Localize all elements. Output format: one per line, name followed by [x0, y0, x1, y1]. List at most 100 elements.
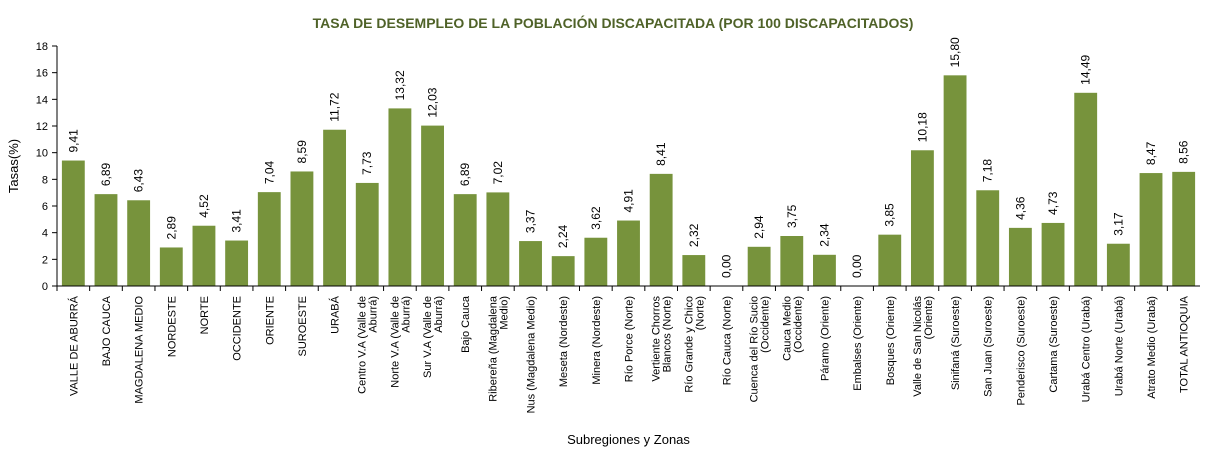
x-tick-label-line: Río Grande y Chico	[683, 296, 695, 393]
data-label: 3,75	[785, 204, 799, 228]
x-tick-label: URABÁ	[329, 295, 342, 334]
x-tick-label-line: Atrato Medio (Urabá)	[1146, 296, 1158, 399]
x-tick-label: Urabá Norte (Urabá)	[1113, 296, 1125, 396]
x-tick-label-line: (Occidente)	[792, 296, 804, 353]
x-tick-label-line: Norte V.A (Valle de	[389, 296, 401, 388]
bar	[192, 225, 216, 286]
x-tick-label: Nus (Magdalena Medio)	[526, 296, 538, 413]
bar	[649, 173, 673, 286]
data-label: 8,47	[1144, 141, 1158, 165]
x-tick-label-line: Blancos (Norte)	[662, 296, 674, 372]
x-tick-label: NORTE	[199, 296, 211, 334]
data-label: 7,73	[360, 151, 374, 175]
bar	[519, 241, 542, 286]
data-label: 3,17	[1111, 212, 1125, 236]
x-tick-label: BAJO CAUCA	[101, 295, 113, 366]
data-label: 3,62	[589, 206, 603, 230]
data-label: 7,18	[981, 159, 995, 183]
y-ticks-group: 0 2 4 6 8 10 12 14 16 18	[36, 41, 57, 293]
data-label: 14,49	[1079, 54, 1093, 84]
x-tick-label-line: Cauca Medio	[781, 296, 793, 361]
bar	[1172, 171, 1196, 286]
x-axis-title-group: Subregiones y Zonas	[567, 432, 690, 447]
x-tick-label-line: URABÁ	[329, 295, 342, 334]
x-tick-label-line: Aburrá)	[400, 296, 412, 333]
data-label: 7,04	[262, 160, 276, 184]
x-tick-label: Norte V.A (Valle deAburrá)	[389, 296, 412, 388]
x-tick-label: Cuenca del Río Sucio(Occidente)	[749, 296, 772, 402]
data-label: 2,94	[752, 215, 766, 239]
y-axis-title-group: Tasas(%)	[6, 139, 21, 193]
x-tick-label: NORDESTE	[166, 296, 178, 357]
x-tick-label: Urabá Centro (Urabá)	[1081, 296, 1093, 402]
x-tick-label: Penderisco (Suroeste)	[1015, 296, 1027, 405]
bar	[61, 160, 85, 286]
data-label: 8,59	[295, 140, 309, 164]
data-label: 6,89	[458, 162, 472, 186]
x-tick-label-line: Río Porce (Norte)	[624, 296, 636, 382]
x-tick-label: Sur V.A (Valle deAburrá)	[422, 296, 445, 378]
bar	[257, 192, 281, 286]
data-label: 12,03	[426, 87, 440, 117]
data-label: 7,02	[491, 161, 505, 185]
bar	[878, 234, 902, 286]
data-label: 13,32	[393, 70, 407, 100]
x-tick-label: MAGDALENA MEDIO	[134, 296, 146, 404]
data-label: 11,72	[328, 92, 342, 121]
data-label: 2,34	[817, 223, 831, 247]
x-tick-label: Sinifaná (Suroeste)	[950, 296, 962, 390]
bar	[1041, 222, 1065, 286]
x-tick-label: Ribereña (MagdalenaMedio)	[487, 295, 510, 402]
x-tick-label-line: Bosques (Oriente)	[885, 296, 897, 385]
x-tick-label-line: TOTAL ANTIOQUIA	[1179, 295, 1191, 393]
chart-title: TASA DE DESEMPLEO DE LA POBLACIÓN DISCAP…	[312, 15, 914, 31]
x-tick-label-line: BAJO CAUCA	[101, 295, 113, 366]
x-tick-label: Cartama (Suroeste)	[1048, 296, 1060, 393]
x-tick-label: Meseta (Nordeste)	[558, 296, 570, 387]
x-tick-label-line: Centro V.A (Valle de	[357, 296, 369, 394]
bar	[780, 236, 804, 286]
x-labels-group: VALLE DE ABURRÁ BAJO CAUCA MAGDALENA MEDIO…	[67, 295, 1190, 413]
x-tick-label-line: Ribereña (Magdalena	[487, 295, 499, 402]
y-tick-label: 2	[42, 254, 48, 266]
x-tick-label: Río Grande y Chico(Norte)	[683, 296, 706, 393]
x-tick-label: OCCIDENTE	[232, 296, 244, 361]
data-label: 3,37	[524, 209, 538, 233]
x-tick-label-line: Minera (Nordeste)	[591, 296, 603, 385]
data-label: 4,91	[622, 189, 636, 213]
bar	[682, 255, 706, 286]
y-tick-label: 14	[36, 94, 48, 106]
x-tick-label-line: Nus (Magdalena Medio)	[526, 296, 538, 413]
x-tick-label: Atrato Medio (Urabá)	[1146, 296, 1158, 399]
x-tick-label-line: OCCIDENTE	[232, 296, 244, 361]
x-tick-label-line: Penderisco (Suroeste)	[1015, 296, 1027, 405]
bar	[355, 182, 379, 286]
x-tick-label-line: (Norte)	[694, 296, 706, 330]
bar	[1139, 173, 1163, 286]
x-tick-label-line: NORDESTE	[166, 296, 178, 357]
y-axis-title: Tasas(%)	[6, 139, 21, 193]
y-tick-label: 0	[42, 281, 48, 293]
y-tick-label: 6	[42, 201, 48, 213]
bar	[976, 190, 1000, 286]
x-tick-label: Río Porce (Norte)	[624, 296, 636, 382]
x-tick-label-line: SUROESTE	[297, 296, 309, 357]
x-tick-label-line: VALLE DE ABURRÁ	[67, 295, 80, 396]
x-tick-label: Valle de San Nicolás(Oriente)	[912, 296, 935, 397]
x-tick-label: Minera (Nordeste)	[591, 296, 603, 385]
x-tick-label: Vertiente ChorrosBlancos (Norte)	[651, 296, 674, 382]
data-label: 2,89	[164, 216, 178, 240]
bar	[486, 192, 510, 286]
x-tick-label-line: Cartama (Suroeste)	[1048, 296, 1060, 393]
x-tick-label-line: NORTE	[199, 296, 211, 334]
x-tick-label-line: (Occidente)	[760, 296, 772, 353]
x-tick-label: TOTAL ANTIOQUIA	[1179, 295, 1191, 393]
bar	[943, 75, 967, 286]
x-tick-label-line: Medio)	[498, 296, 510, 330]
data-label: 2,24	[556, 224, 570, 248]
x-tick-label-line: Valle de San Nicolás	[912, 296, 924, 397]
x-tick-label-line: Bajo Cauca	[460, 295, 472, 353]
x-tick-label-line: Meseta (Nordeste)	[558, 296, 570, 387]
x-tick-label-line: Embalses (Oriente)	[852, 296, 864, 391]
